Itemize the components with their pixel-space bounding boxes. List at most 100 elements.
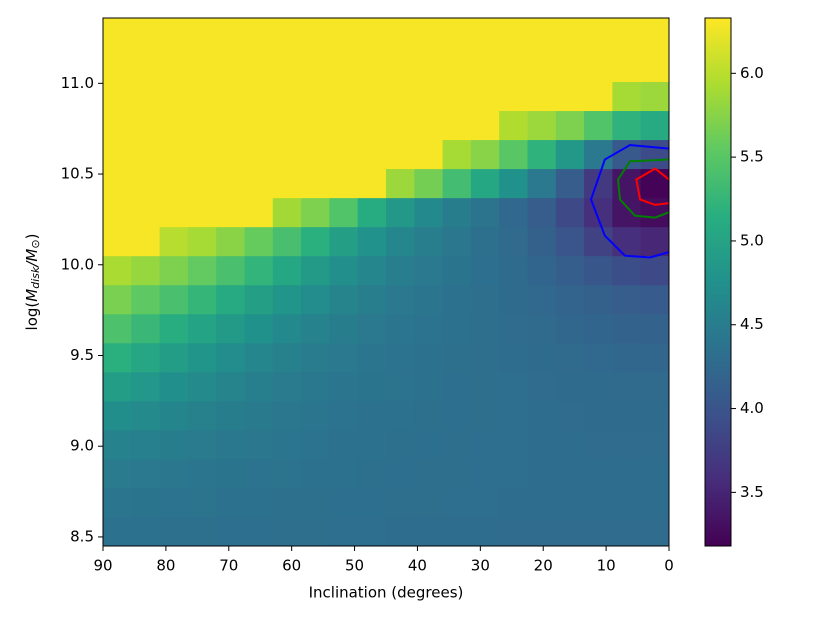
y-label-part: ⊙ <box>29 239 42 248</box>
heatmap-cell <box>187 429 217 460</box>
heatmap-cell <box>555 400 585 431</box>
colorbar <box>704 17 732 547</box>
heatmap-cell <box>244 400 274 431</box>
heatmap-cell <box>216 487 245 518</box>
x-axis-label: Inclination (degrees) <box>309 584 464 602</box>
heatmap-cell <box>187 400 217 431</box>
heatmap-cell <box>329 313 359 344</box>
heatmap-cell <box>216 342 245 373</box>
x-tick-label: 90 <box>93 557 112 575</box>
heatmap-cell <box>301 429 330 460</box>
heatmap-cell <box>414 487 444 518</box>
heatmap-cell <box>414 226 444 257</box>
heatmap-cell <box>301 458 330 489</box>
heatmap-cell <box>244 313 274 344</box>
heatmap-cell <box>470 487 500 518</box>
heatmap-cell <box>159 197 189 228</box>
heatmap-cell <box>470 81 500 112</box>
heatmap-cell <box>414 52 444 83</box>
colorbar-tick-label: 5.5 <box>740 148 764 166</box>
heatmap-cell <box>103 52 132 83</box>
y-label-part: log( <box>23 302 41 331</box>
heatmap-cell <box>499 516 528 547</box>
heatmap-cell <box>244 18 274 53</box>
heatmap-cell <box>357 226 387 257</box>
heatmap-cell <box>640 487 670 518</box>
y-tick-label: 10.0 <box>61 255 94 273</box>
heatmap-cell <box>640 284 670 315</box>
heatmap-cell <box>470 342 500 373</box>
heatmap-cell <box>414 18 444 53</box>
heatmap-cell <box>584 342 613 373</box>
y-axis-label: log(Mdisk/M⊙) <box>23 234 43 331</box>
heatmap-cell <box>159 400 189 431</box>
heatmap-cell <box>216 81 245 112</box>
heatmap-cell <box>386 371 415 402</box>
heatmap-cell <box>159 371 189 402</box>
heatmap-cell <box>470 197 500 228</box>
heatmap-cell <box>640 342 670 373</box>
heatmap-cell <box>272 18 302 53</box>
heatmap-cell <box>612 110 642 141</box>
heatmap-cell <box>329 487 359 518</box>
heatmap-cell <box>187 255 217 286</box>
heatmap-cell <box>386 516 415 547</box>
heatmap-cell <box>329 52 359 83</box>
y-tick-label: 9.5 <box>70 346 94 364</box>
heatmap-cell <box>216 255 245 286</box>
heatmap-cell <box>612 313 642 344</box>
heatmap-cell <box>159 429 189 460</box>
heatmap-cell <box>612 197 642 228</box>
heatmap-cell <box>612 226 642 257</box>
heatmap-cell <box>131 371 161 402</box>
heatmap-cell <box>640 458 670 489</box>
heatmap-cell <box>386 400 415 431</box>
heatmap-cell <box>272 400 302 431</box>
heatmap-cell <box>499 139 528 170</box>
colorbar-tick-label: 3.5 <box>740 483 764 501</box>
heatmap-cell <box>103 400 132 431</box>
heatmap-cell <box>527 487 557 518</box>
heatmap-cell <box>640 18 670 53</box>
heatmap-cell <box>414 429 444 460</box>
heatmap-cell <box>329 284 359 315</box>
heatmap-cell <box>640 429 670 460</box>
heatmap-cell <box>499 458 528 489</box>
heatmap-cell <box>499 81 528 112</box>
heatmap-cell <box>272 226 302 257</box>
heatmap-cell <box>103 81 132 112</box>
heatmap-cell <box>301 81 330 112</box>
heatmap-cell <box>329 110 359 141</box>
heatmap-cell <box>131 458 161 489</box>
heatmap-cell <box>555 18 585 53</box>
heatmap-cell <box>244 110 274 141</box>
heatmap-cell <box>584 284 613 315</box>
heatmap-cell <box>442 52 472 83</box>
heatmap-cell <box>159 110 189 141</box>
y-tick-label: 8.5 <box>70 527 94 545</box>
heatmap-cell <box>187 487 217 518</box>
heatmap-cell <box>612 52 642 83</box>
heatmap-cell <box>612 81 642 112</box>
heatmap-cell <box>414 139 444 170</box>
x-tick-label: 20 <box>534 557 553 575</box>
heatmap-cell <box>216 197 245 228</box>
heatmap-cell <box>244 371 274 402</box>
y-tick-label: 9.0 <box>70 437 94 455</box>
heatmap-cell <box>272 371 302 402</box>
heatmap-cell <box>555 255 585 286</box>
heatmap-cell <box>329 81 359 112</box>
heatmap-cell <box>555 81 585 112</box>
heatmap-cell <box>612 487 642 518</box>
heatmap-cell <box>216 226 245 257</box>
heatmap-cell <box>216 371 245 402</box>
x-tick-label: 0 <box>664 557 674 575</box>
heatmap-cell <box>216 52 245 83</box>
y-label-part: disk <box>29 266 42 289</box>
heatmap-cell <box>612 342 642 373</box>
heatmap-cell <box>329 255 359 286</box>
heatmap-cell <box>244 429 274 460</box>
heatmap-cell <box>272 197 302 228</box>
contour-line <box>635 167 670 206</box>
heatmap-cell <box>442 400 472 431</box>
